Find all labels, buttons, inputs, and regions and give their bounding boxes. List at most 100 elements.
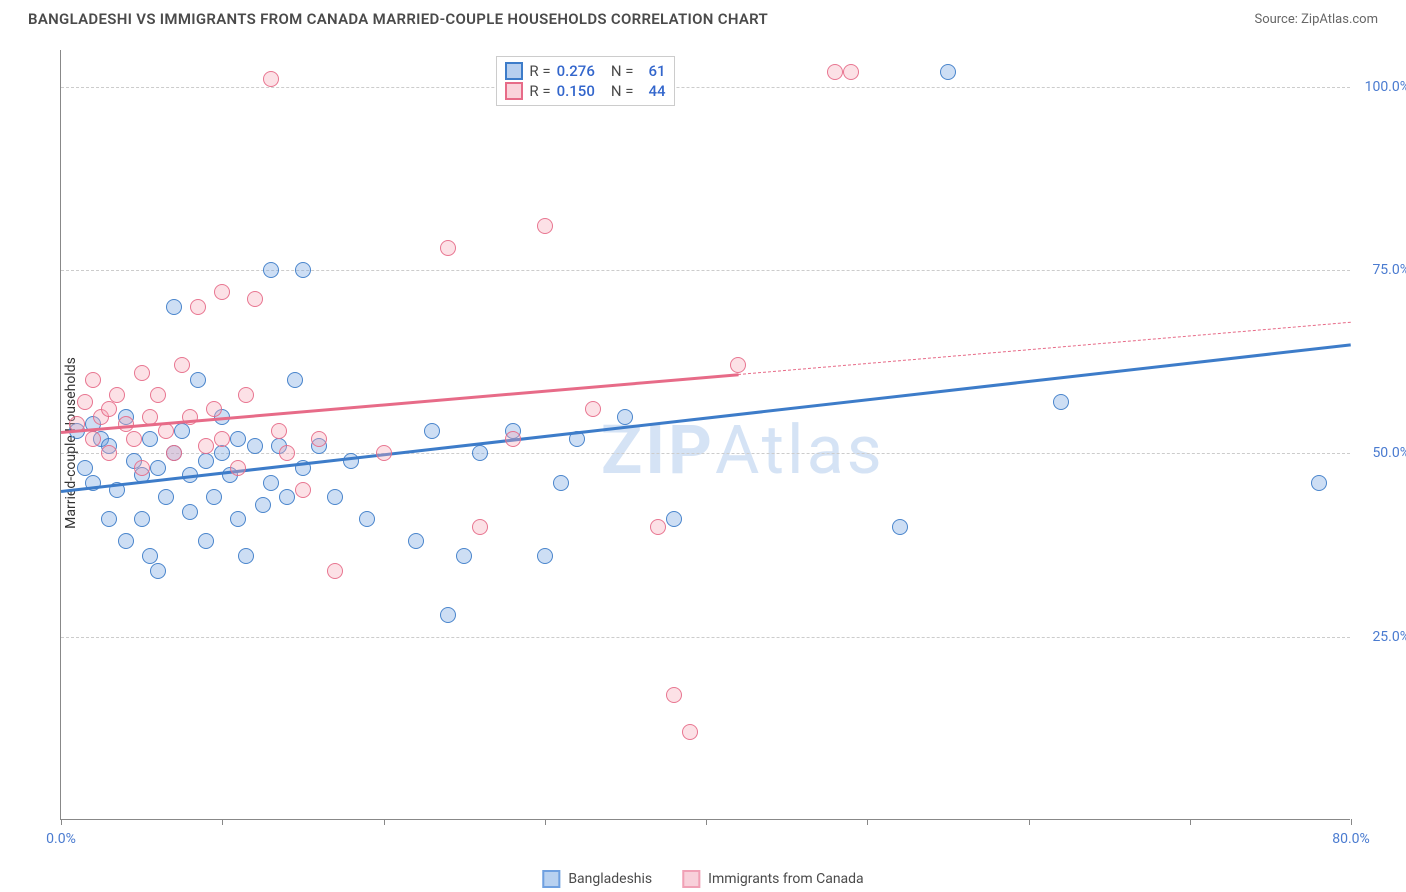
data-point — [255, 497, 271, 513]
data-point — [247, 438, 263, 454]
trend-line — [61, 343, 1351, 492]
data-point — [505, 431, 521, 447]
data-point — [142, 431, 158, 447]
data-point — [198, 438, 214, 454]
data-point — [408, 533, 424, 549]
data-point — [343, 453, 359, 469]
data-point — [214, 445, 230, 461]
legend-item: Bangladeshis — [542, 870, 652, 888]
data-point — [827, 64, 843, 80]
r-label: R = — [529, 82, 550, 100]
x-tick-label: 80.0% — [1332, 831, 1370, 847]
data-point — [85, 372, 101, 388]
y-tick-label: 100.0% — [1355, 79, 1406, 95]
legend-label: Bangladeshis — [568, 871, 652, 887]
data-point — [263, 475, 279, 491]
data-point — [158, 423, 174, 439]
data-point — [118, 533, 134, 549]
data-point — [230, 460, 246, 476]
n-label: N = — [611, 62, 634, 80]
source-label: Source: ZipAtlas.com — [1254, 12, 1378, 27]
data-point — [440, 240, 456, 256]
data-point — [198, 453, 214, 469]
x-tick — [1029, 819, 1030, 825]
n-value: 44 — [640, 82, 666, 100]
data-point — [101, 445, 117, 461]
data-point — [553, 475, 569, 491]
trend-line — [738, 321, 1351, 374]
r-label: R = — [529, 62, 550, 80]
data-point — [238, 387, 254, 403]
data-point — [190, 299, 206, 315]
legend-label: Immigrants from Canada — [708, 871, 864, 887]
data-point — [166, 299, 182, 315]
data-point — [166, 445, 182, 461]
r-value: 0.276 — [557, 62, 595, 80]
data-point — [537, 218, 553, 234]
data-point — [271, 423, 287, 439]
x-tick-label: 0.0% — [46, 831, 76, 847]
watermark: ZIPAtlas — [601, 410, 885, 490]
data-point — [150, 387, 166, 403]
data-point — [585, 401, 601, 417]
data-point — [311, 431, 327, 447]
correlation-legend-row: R =0.150N =44 — [505, 81, 665, 101]
data-point — [456, 548, 472, 564]
data-point — [843, 64, 859, 80]
data-point — [230, 431, 246, 447]
legend-swatch — [505, 62, 523, 80]
data-point — [126, 431, 142, 447]
data-point — [263, 262, 279, 278]
data-point — [109, 387, 125, 403]
x-tick — [61, 819, 62, 825]
x-tick — [384, 819, 385, 825]
data-point — [134, 365, 150, 381]
y-tick-label: 50.0% — [1355, 445, 1406, 461]
data-point — [214, 284, 230, 300]
data-point — [327, 563, 343, 579]
data-point — [247, 291, 263, 307]
y-axis-label: Married-couple Households — [63, 357, 79, 529]
correlation-legend: R =0.276N =61R =0.150N =44 — [496, 56, 674, 106]
data-point — [650, 519, 666, 535]
data-point — [214, 431, 230, 447]
gridline — [61, 637, 1350, 638]
data-point — [279, 445, 295, 461]
x-tick — [222, 819, 223, 825]
y-tick-label: 75.0% — [1355, 262, 1406, 278]
data-point — [150, 563, 166, 579]
data-point — [77, 460, 93, 476]
data-point — [198, 533, 214, 549]
legend-swatch — [682, 870, 700, 888]
data-point — [666, 511, 682, 527]
data-point — [682, 724, 698, 740]
data-point — [263, 71, 279, 87]
data-point — [142, 548, 158, 564]
data-point — [940, 64, 956, 80]
data-point — [101, 401, 117, 417]
data-point — [150, 460, 166, 476]
data-point — [101, 511, 117, 527]
legend-swatch — [505, 82, 523, 100]
data-point — [287, 372, 303, 388]
x-tick — [706, 819, 707, 825]
data-point — [279, 489, 295, 505]
gridline — [61, 270, 1350, 271]
r-value: 0.150 — [557, 82, 595, 100]
data-point — [666, 687, 682, 703]
data-point — [472, 519, 488, 535]
x-tick — [1190, 819, 1191, 825]
data-point — [327, 489, 343, 505]
x-tick — [1351, 819, 1352, 825]
data-point — [617, 409, 633, 425]
data-point — [537, 548, 553, 564]
data-point — [158, 489, 174, 505]
data-point — [1311, 475, 1327, 491]
plot-area: Married-couple Households ZIPAtlas 25.0%… — [60, 50, 1350, 820]
n-value: 61 — [640, 62, 666, 80]
data-point — [134, 511, 150, 527]
data-point — [174, 357, 190, 373]
data-point — [359, 511, 375, 527]
data-point — [206, 401, 222, 417]
data-point — [295, 482, 311, 498]
